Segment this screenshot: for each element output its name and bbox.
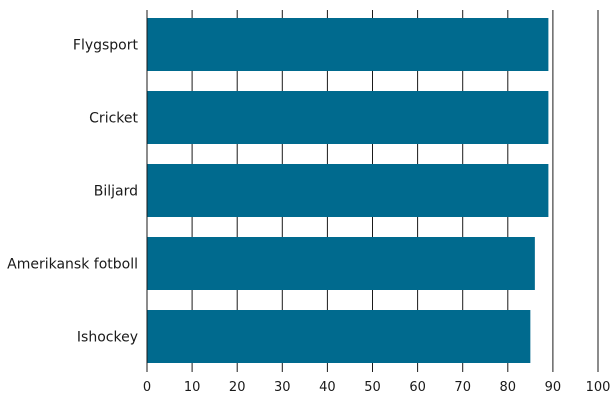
category-labels: Flygsport Cricket Biljard Amerikansk fotbol… [7,38,138,346]
x-tick-label: 30 [274,380,291,395]
category-label: Biljard [94,184,138,200]
category-label: Flygsport [73,38,139,54]
x-tick-labels: 0 10 20 30 40 50 60 70 80 90 100 [143,380,611,395]
category-label: Ishockey [77,330,138,346]
x-tick-label: 10 [184,380,201,395]
x-tick-label: 70 [454,380,471,395]
x-tick-label: 20 [229,380,246,395]
x-tick-label: 40 [319,380,336,395]
bar-amerikansk-fotboll [147,237,535,290]
x-tick-label: 50 [364,380,381,395]
x-tick-label: 80 [500,380,517,395]
category-label: Amerikansk fotboll [7,257,138,273]
bar-ishockey [147,310,531,363]
x-tick-label: 0 [143,380,151,395]
x-tick-label: 60 [409,380,426,395]
category-label: Cricket [89,111,138,127]
x-tick-label: 90 [545,380,562,395]
bar-biljard [147,164,549,217]
bar-cricket [147,91,549,144]
bar-flygsport [147,18,549,71]
x-tick-label: 100 [586,380,611,395]
bars [147,18,549,363]
